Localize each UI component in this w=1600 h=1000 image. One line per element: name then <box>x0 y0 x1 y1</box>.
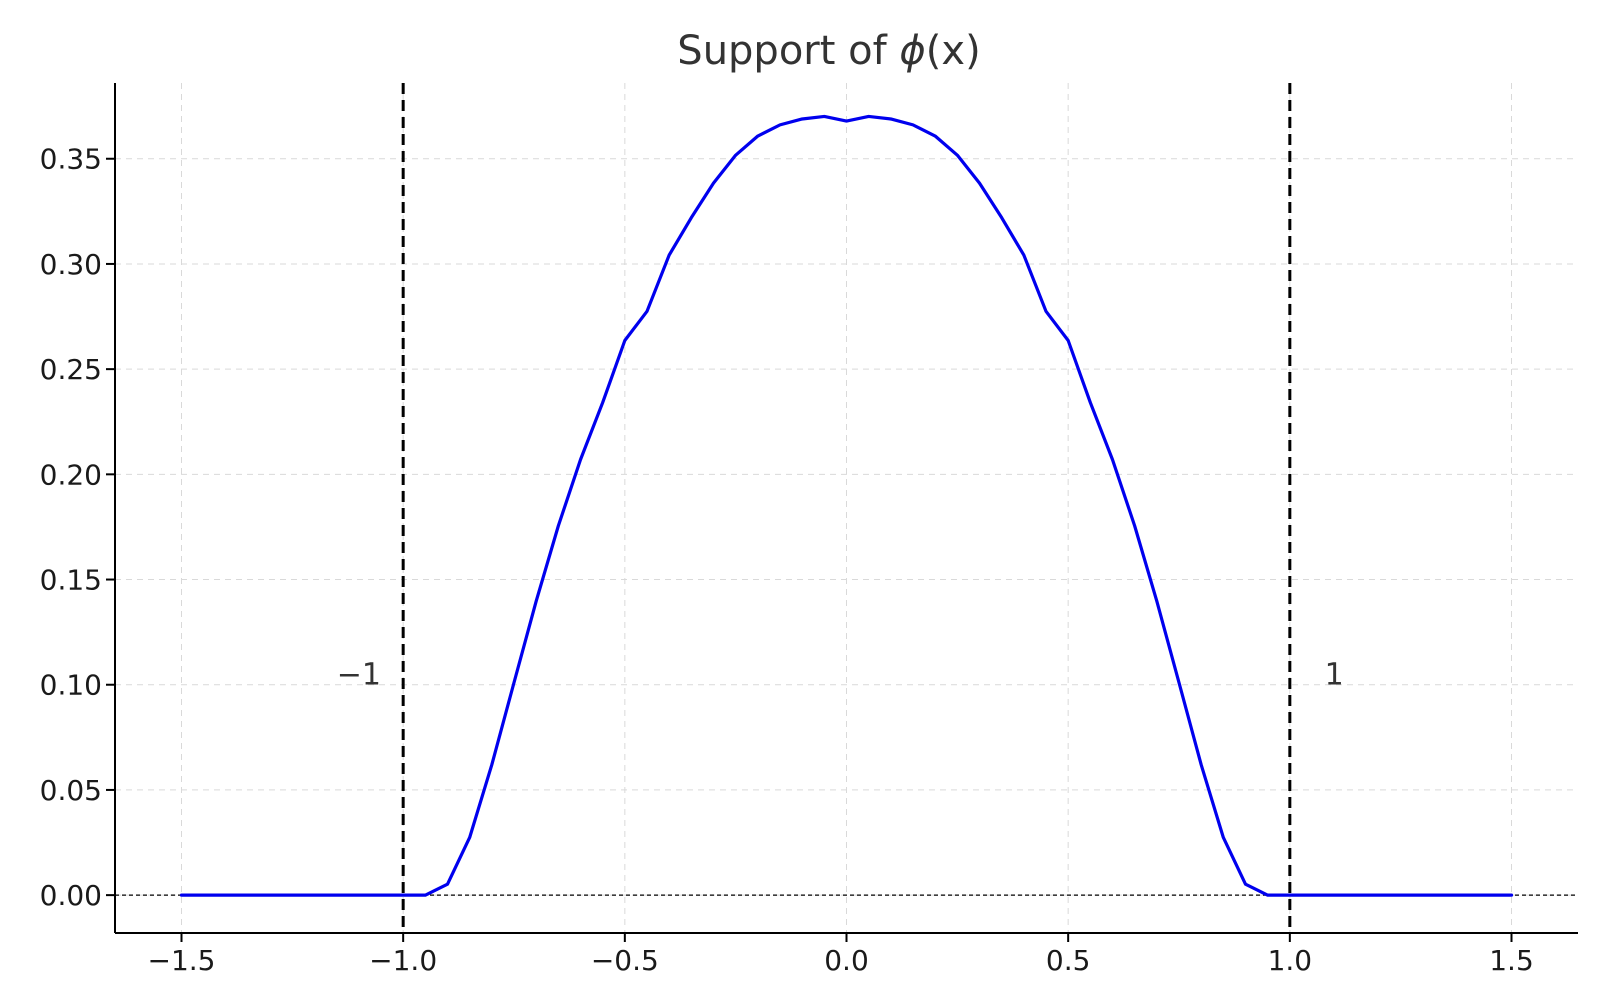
chart-title: Support of ϕ(x) <box>677 28 980 74</box>
x-tick-label-5: 1.0 <box>1268 944 1313 977</box>
x-tick-label-1: −1.0 <box>369 944 437 977</box>
annotations: −1 1 <box>337 658 1344 693</box>
x-tick-label-4: 0.5 <box>1046 944 1091 977</box>
title-argument: (x) <box>926 28 981 74</box>
title-function: ϕ <box>899 28 925 74</box>
series-layer <box>179 114 1514 897</box>
y-tick-label-0: 0.00 <box>40 879 102 912</box>
reference-lines <box>115 83 1578 933</box>
title-text: Support of <box>677 28 899 74</box>
y-tick-label-2: 0.10 <box>40 669 102 702</box>
y-tick-label-3: 0.15 <box>40 564 102 597</box>
x-tick-label-0: −1.5 <box>148 944 216 977</box>
y-tick-label-6: 0.30 <box>40 248 102 281</box>
axes: −1.5 −1.0 −0.5 0.0 0.5 1.0 1.5 0.00 0.05 0.10 0.15… <box>40 83 1578 977</box>
y-tick-label-7: 0.35 <box>40 143 102 176</box>
y-tick-label-4: 0.20 <box>40 458 102 491</box>
annotation-label-0: −1 <box>337 658 381 693</box>
grid <box>115 83 1578 933</box>
y-tick-label-5: 0.25 <box>40 353 102 386</box>
y-tick-label-1: 0.05 <box>40 774 102 807</box>
annotation-label-1: 1 <box>1325 658 1344 693</box>
x-tick-label-2: −0.5 <box>591 944 659 977</box>
series-line-0 <box>179 114 1514 897</box>
x-tick-label-3: 0.0 <box>824 944 869 977</box>
x-tick-label-6: 1.5 <box>1489 944 1534 977</box>
